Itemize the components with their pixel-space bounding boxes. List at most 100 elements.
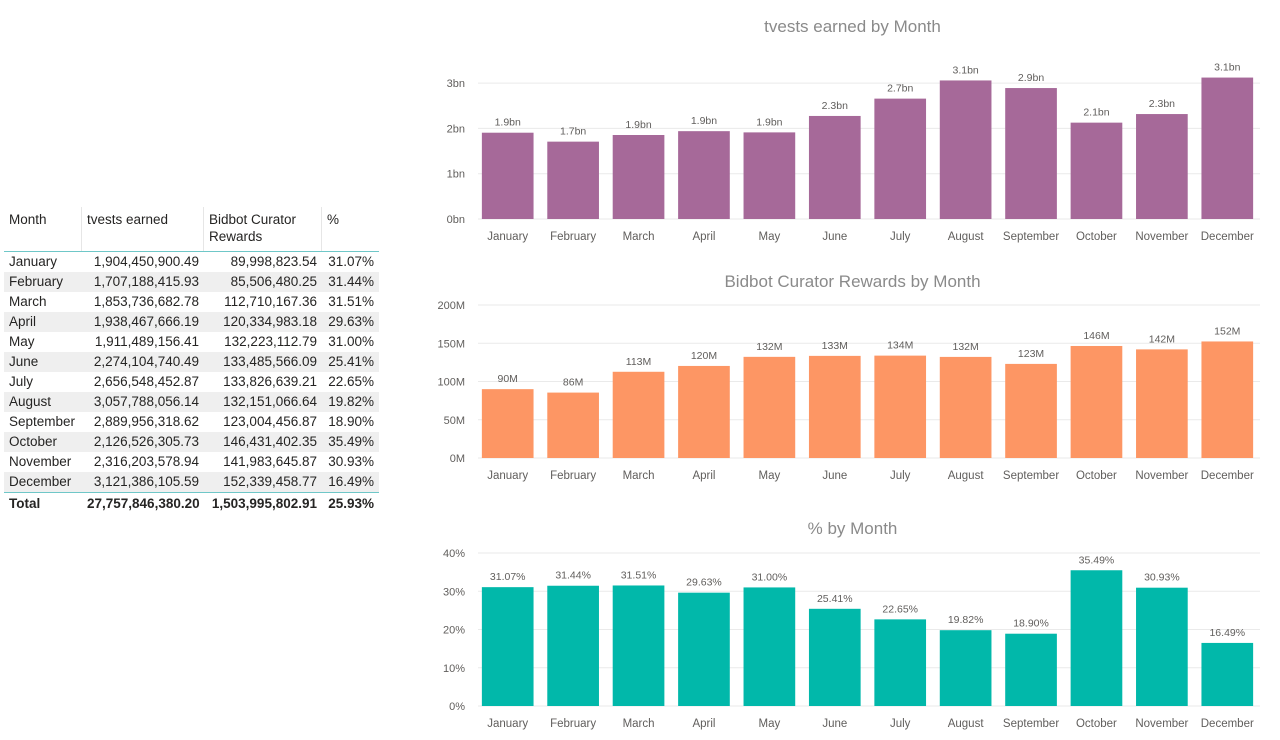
bar[interactable] — [743, 132, 796, 219]
x-tick-label: October — [1076, 470, 1117, 482]
table-row: April 1,938,467,666.19 120,334,983.18 29.63… — [4, 312, 379, 332]
bar[interactable] — [481, 132, 534, 219]
bar[interactable] — [1201, 77, 1254, 219]
cell-bidbot: 132,223,112.79 — [224, 334, 317, 349]
bar[interactable] — [939, 630, 992, 706]
bar[interactable] — [1070, 345, 1123, 458]
cell-percent: 31.00% — [328, 334, 374, 349]
bar[interactable] — [808, 608, 861, 706]
bar[interactable] — [612, 135, 665, 219]
bar[interactable] — [939, 80, 992, 220]
x-tick-label: April — [692, 470, 715, 482]
data-label: 31.44% — [555, 570, 591, 582]
data-label: 2.7bn — [887, 83, 913, 95]
bar[interactable] — [874, 355, 927, 458]
bar[interactable] — [547, 141, 599, 219]
x-tick-label: September — [1003, 470, 1059, 482]
y-tick-label: 1bn — [447, 169, 465, 181]
x-tick-label: December — [1201, 231, 1254, 243]
cell-bidbot: 146,431,402.35 — [223, 434, 317, 449]
bar[interactable] — [743, 356, 796, 458]
tvests-earned-chart-svg: 0bn 1bn 2bn 3bn 1.9bn January 1.7bn February 1.9… — [447, 62, 1260, 243]
cell-month: February — [9, 274, 64, 289]
bar[interactable] — [1136, 587, 1188, 706]
table-row: August 3,057,788,056.14 132,151,066.64 19.8… — [4, 392, 379, 412]
x-tick-label: March — [623, 231, 655, 243]
x-tick-label: February — [550, 470, 596, 482]
cell-month: July — [9, 374, 34, 389]
data-label: 134M — [887, 340, 913, 352]
bar[interactable] — [874, 98, 927, 219]
data-label: 30.93% — [1144, 572, 1180, 584]
cell-percent: 31.51% — [328, 294, 374, 309]
bidbot-rewards-chart-svg: 0M 50M 100M 150M 200M 90M January 86M February 11… — [437, 300, 1260, 482]
bar[interactable] — [1136, 349, 1188, 458]
bar[interactable] — [481, 389, 534, 458]
header-month[interactable]: Month — [4, 207, 82, 251]
percent-chart-svg: 0% 10% 20% 30% 40% 31.07% January 31.44% Februar… — [443, 548, 1260, 730]
x-tick-label: January — [487, 718, 528, 730]
data-label: 1.9bn — [756, 116, 782, 128]
bar[interactable] — [678, 365, 730, 458]
data-label: 16.49% — [1209, 627, 1245, 639]
bar[interactable] — [939, 356, 992, 458]
bar[interactable] — [612, 371, 665, 458]
data-label: 86M — [563, 377, 583, 389]
cell-percent: 35.49% — [328, 434, 374, 449]
table-row: May 1,911,489,156.41 132,223,112.79 31.00% — [4, 332, 379, 352]
x-tick-label: January — [487, 231, 528, 243]
cell-tvests: 2,889,956,318.62 — [93, 414, 199, 429]
table-row: February 1,707,188,415.93 85,506,480.25 31.… — [4, 272, 379, 292]
data-label: 1.9bn — [691, 115, 717, 127]
bar[interactable] — [1005, 633, 1057, 706]
x-tick-label: June — [822, 470, 847, 482]
cell-tvests: 1,707,188,415.93 — [93, 274, 199, 289]
cell-tvests: 2,316,203,578.94 — [93, 454, 199, 469]
header-percent[interactable]: % — [327, 212, 340, 227]
bar[interactable] — [808, 115, 861, 219]
cell-bidbot: 152,339,458.77 — [223, 474, 317, 489]
header-bidbot-curator-rewards[interactable]: Bidbot Curator Rewards — [204, 207, 322, 251]
bar[interactable] — [1136, 114, 1188, 219]
bar[interactable] — [1201, 642, 1254, 706]
bar[interactable] — [743, 587, 796, 706]
table-row: January 1,904,450,900.49 89,998,823.54 31.0… — [4, 252, 379, 272]
cell-percent: 19.82% — [328, 394, 374, 409]
bar[interactable] — [1070, 122, 1123, 219]
data-label: 22.65% — [882, 603, 918, 615]
data-label: 35.49% — [1079, 554, 1115, 566]
bar[interactable] — [1005, 88, 1057, 219]
cell-month: October — [9, 434, 58, 449]
x-tick-label: November — [1135, 470, 1188, 482]
bar[interactable] — [874, 619, 927, 706]
data-label: 2.9bn — [1018, 72, 1044, 84]
data-label: 120M — [691, 350, 717, 362]
x-tick-label: July — [890, 231, 911, 243]
table-row: December 3,121,386,105.59 152,339,458.77 16… — [4, 472, 379, 492]
table-row: March 1,853,736,682.78 112,710,167.36 31.51… — [4, 292, 379, 312]
bar[interactable] — [1070, 570, 1123, 706]
header-tvests-earned[interactable]: tvests earned — [82, 207, 204, 251]
bar[interactable] — [547, 392, 599, 458]
data-label: 2.3bn — [822, 100, 848, 112]
cell-tvests: 1,911,489,156.41 — [94, 334, 199, 349]
bar[interactable] — [1005, 363, 1057, 458]
x-tick-label: August — [948, 470, 985, 482]
data-label: 152M — [1214, 325, 1240, 337]
bar[interactable] — [481, 587, 534, 706]
cell-bidbot: 85,506,480.25 — [230, 274, 317, 289]
cell-percent: 22.65% — [328, 374, 374, 389]
bar[interactable] — [678, 592, 730, 706]
cell-month: March — [9, 294, 47, 309]
cell-tvests: 2,656,548,452.87 — [93, 374, 199, 389]
x-tick-label: August — [948, 231, 985, 243]
bar[interactable] — [808, 355, 861, 458]
bar[interactable] — [612, 585, 665, 706]
y-tick-label: 50M — [444, 415, 465, 427]
cell-percent: 29.63% — [328, 314, 374, 329]
data-label: 2.3bn — [1149, 98, 1175, 110]
bar[interactable] — [678, 131, 730, 219]
bar[interactable] — [1201, 341, 1254, 458]
bar[interactable] — [547, 585, 599, 706]
chart-title: tvests earned by Month — [764, 17, 941, 36]
